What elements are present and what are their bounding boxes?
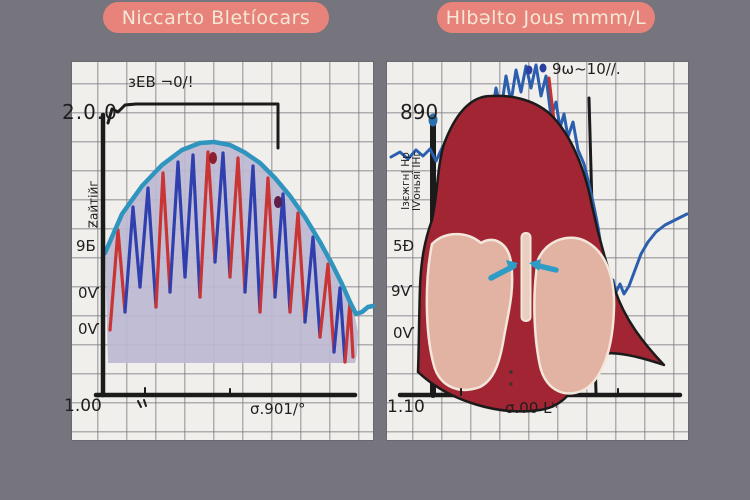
left-x-mid-label: σ.901/° [250,400,306,418]
left-chart-canvas [93,102,376,408]
left-y-tick-1: 9Б [76,237,96,255]
right-y-axis-top-value: 890 [400,100,439,124]
left-annotation: зЕВ ¬0/! [128,73,194,91]
left-chart-title: Niccarto Bletíocars [121,6,311,29]
left-y-tick-3: 0Ѵ [78,320,100,338]
right-annotation: 9ω~10//. [552,60,621,78]
right-chart-canvas [389,63,689,413]
right-x-mid-label: σ.00 Lʰ [505,399,558,417]
left-x-origin-label: 1.00 [64,396,102,416]
right-y-axis-label: Ізєжгн| Нр ІѴоньяї ІНг [400,131,423,231]
right-y-tick-2: 9Ѵ [391,282,413,300]
left-y-axis-top-value: 2.0.0 [62,100,118,124]
right-y-axis-label-line2: ІѴоньяї ІНг [411,151,423,211]
left-y-tick-2: 0Ѵ [78,284,100,302]
right-y-tick-3: 0Ѵ [393,324,415,342]
left-chart-panel: 2.0.0 зЕВ ¬0/! Ƶайтійг 9Б 0Ѵ 0Ѵ 1.00 σ.9… [62,62,376,440]
right-chart-title: Hlbəlto Jous mmm/L [445,6,647,29]
right-x-origin-label: 1.10 [387,397,425,417]
left-chart-title-pill: Niccarto Bletíocars [103,2,329,33]
right-chart-title-pill: Hlbəlto Jous mmm/L [437,2,655,33]
right-y-tick-1: 5Ð [393,237,415,255]
right-chart-panel: 890 9ω~10//. Ізєжгн| Нр ІѴоньяї ІНг 5Ð 9… [387,60,689,440]
